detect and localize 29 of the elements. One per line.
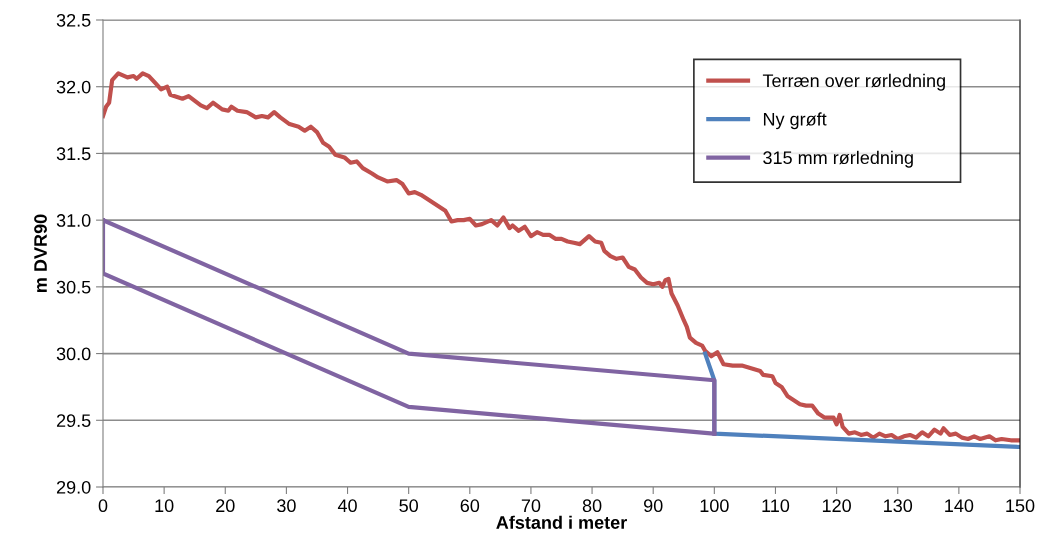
- x-tick-label: 90: [644, 499, 663, 513]
- x-tick-label: 30: [277, 499, 296, 513]
- legend-label: Ny grøft: [763, 112, 827, 130]
- y-axis-title: m DVR90: [34, 214, 47, 292]
- x-tick-label: 50: [399, 499, 418, 513]
- x-tick-label: 70: [521, 499, 541, 513]
- x-tick-label: 130: [884, 499, 913, 513]
- x-tick-label: 120: [822, 499, 851, 513]
- y-tick-label: 30.0: [56, 347, 91, 361]
- x-tick-label: 100: [700, 499, 729, 513]
- y-tick-label: 30.5: [56, 280, 91, 294]
- x-tick-label: 150: [1006, 499, 1035, 513]
- y-tick-label: 31.0: [56, 214, 91, 227]
- x-tick-label: 60: [460, 499, 480, 513]
- x-tick-label: 10: [155, 499, 174, 513]
- y-tick-label: 31.5: [56, 147, 91, 161]
- x-tick-label: 140: [945, 499, 974, 513]
- x-tick-label: 110: [762, 499, 790, 513]
- legend-label: 315 mm rørledning: [763, 150, 913, 168]
- y-tick-label: 29.5: [56, 414, 91, 428]
- x-tick-label: 80: [582, 499, 602, 513]
- y-tick-label: 32.5: [56, 13, 91, 27]
- y-tick-label: 29.0: [56, 480, 91, 494]
- x-tick-label: 20: [216, 499, 235, 513]
- legend-label: Terræn over rørledning: [762, 73, 945, 91]
- x-axis-title: Afstand i meter: [496, 515, 627, 529]
- x-tick-label: 40: [337, 499, 357, 513]
- x-tick-label: 0: [98, 499, 108, 513]
- y-tick-label: 32.0: [56, 80, 91, 94]
